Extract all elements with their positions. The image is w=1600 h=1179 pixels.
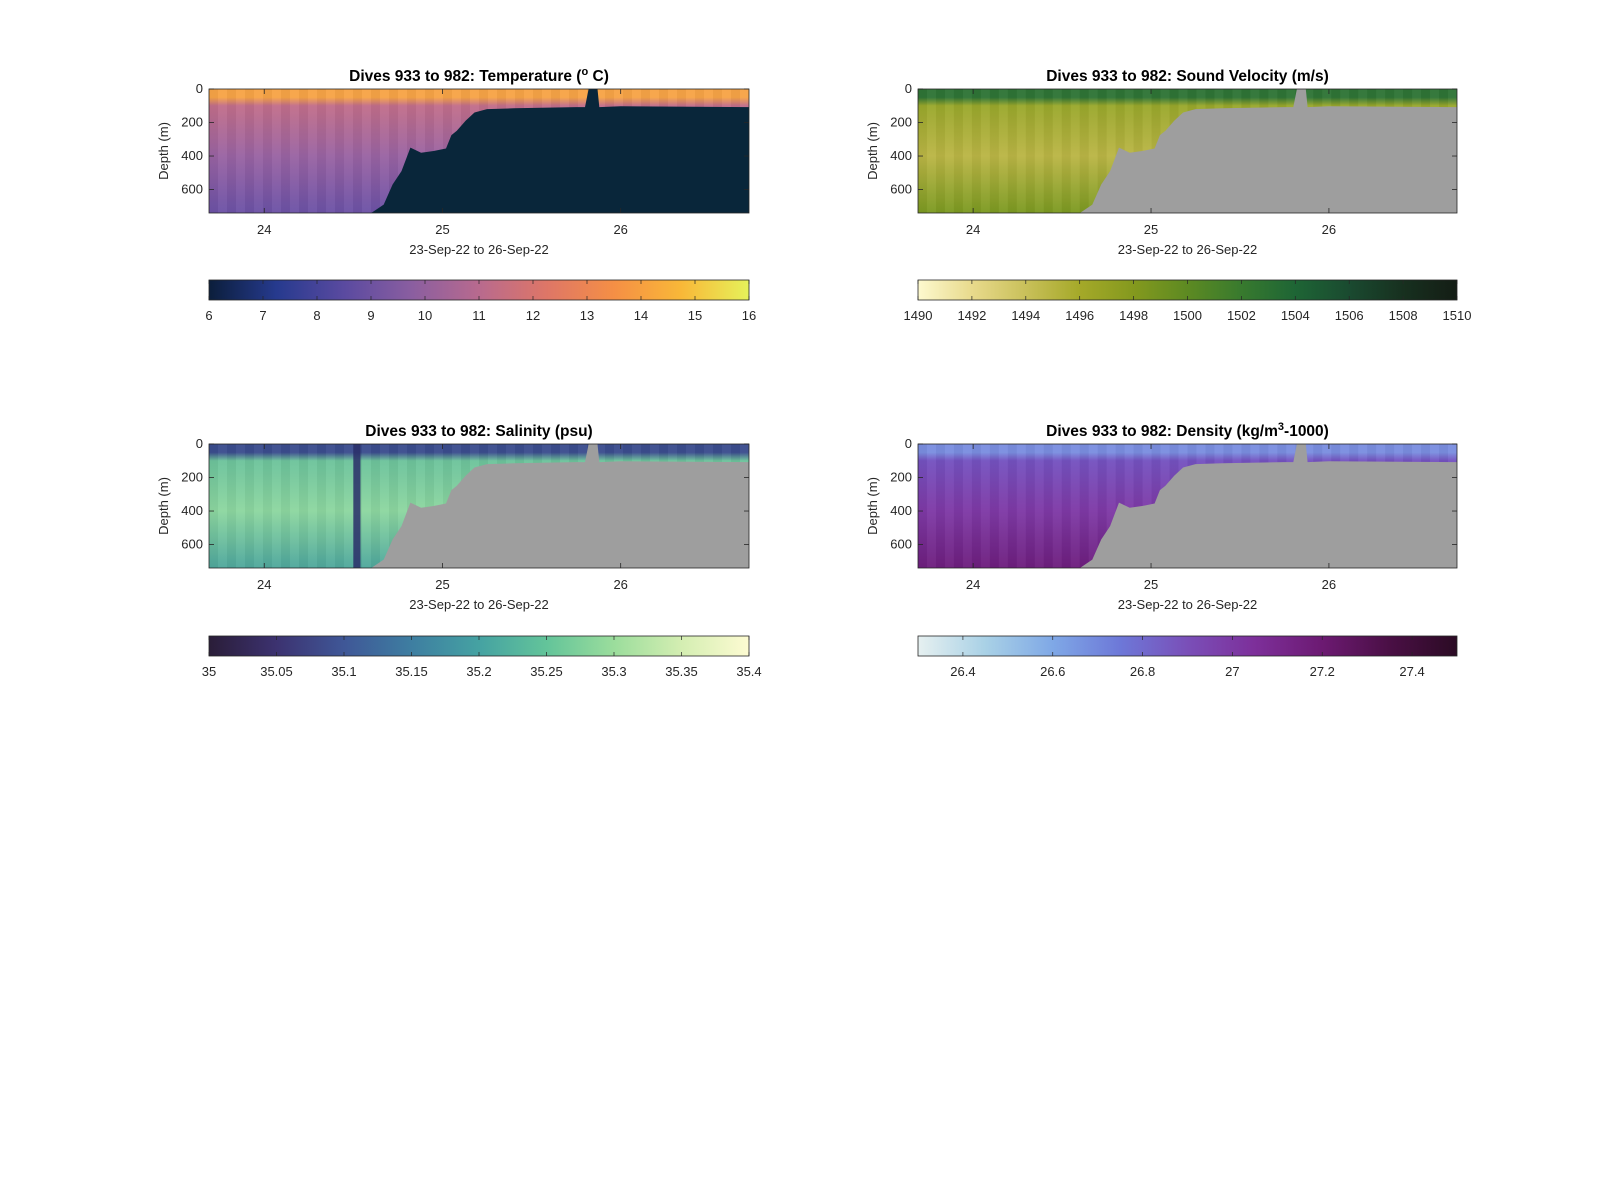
colorbar-tick-label: 10 [418, 308, 432, 323]
axes-frame [208, 443, 750, 569]
y-tick-label: 400 [890, 148, 912, 163]
y-tick-label: 0 [905, 81, 912, 96]
colorbar [917, 635, 1458, 657]
colorbar-tick-label: 27.2 [1310, 664, 1335, 679]
colorbar-tick-label: 35.1 [331, 664, 356, 679]
colorbar-tick-label: 35.2 [466, 664, 491, 679]
x-tick-label: 25 [435, 222, 449, 237]
x-tick-label: 26 [1322, 222, 1336, 237]
x-axis-label: 23-Sep-22 to 26-Sep-22 [409, 597, 548, 612]
colorbar-tick-label: 35.35 [665, 664, 698, 679]
y-tick-label: 200 [890, 470, 912, 485]
x-tick-label: 25 [1144, 577, 1158, 592]
colorbar-tick-label: 1508 [1389, 308, 1418, 323]
colorbar-tick-label: 1492 [957, 308, 986, 323]
y-tick-label: 400 [890, 503, 912, 518]
y-tick-label: 200 [181, 115, 203, 130]
data-gap [353, 444, 361, 568]
colorbar-tick-label: 35.25 [530, 664, 563, 679]
colorbar-tick-label: 7 [259, 308, 266, 323]
colorbar-tick-label: 26.8 [1130, 664, 1155, 679]
colorbar-tick-label: 13 [580, 308, 594, 323]
colorbar-tick-label: 1498 [1119, 308, 1148, 323]
colorbar-tick-label: 35.4 [736, 664, 761, 679]
x-tick-label: 24 [966, 577, 980, 592]
axes-frame [917, 443, 1458, 569]
x-tick-label: 26 [613, 222, 627, 237]
y-axis-label: Depth (m) [865, 122, 880, 180]
plot-area [918, 444, 1457, 568]
chart-panel-4: 0 200 400 600 24 25 26 Dives 933 to 982: Densit… [865, 421, 1458, 679]
plot-area [209, 89, 749, 213]
colorbar-tick-label: 6 [205, 308, 212, 323]
y-tick-label: 600 [890, 537, 912, 552]
colorbar-tick-label: 26.4 [950, 664, 975, 679]
y-tick-label: 0 [196, 436, 203, 451]
y-axis-label: Depth (m) [156, 477, 171, 535]
colorbar-tick-label: 1504 [1281, 308, 1310, 323]
missing-data-region [918, 89, 1457, 213]
chart-title: Dives 933 to 982: Sound Velocity (m/s) [1046, 68, 1329, 85]
chart-title: Dives 933 to 982: Salinity (psu) [365, 423, 592, 440]
plot-area [918, 89, 1457, 213]
colorbar-tick-label: 1506 [1335, 308, 1364, 323]
colorbar-tick-label: 9 [367, 308, 374, 323]
colorbar-tick-label: 1494 [1011, 308, 1040, 323]
x-axis-label: 23-Sep-22 to 26-Sep-22 [1118, 242, 1257, 257]
colorbar-tick-label: 15 [688, 308, 702, 323]
x-tick-label: 24 [257, 222, 271, 237]
colorbar-tick-label: 1502 [1227, 308, 1256, 323]
colorbar-tick-label: 1500 [1173, 308, 1202, 323]
colorbar-tick-label: 1496 [1065, 308, 1094, 323]
y-tick-label: 200 [890, 115, 912, 130]
colorbar-tick-label: 35 [202, 664, 216, 679]
missing-data-region [209, 89, 749, 213]
y-tick-label: 600 [181, 537, 203, 552]
chart-panel-2: 0 200 400 600 24 25 26 Dives 933 to 982: Sound … [865, 68, 1471, 323]
y-tick-label: 400 [181, 503, 203, 518]
plot-area [209, 444, 749, 568]
colorbar-tick-label: 11 [472, 308, 486, 323]
chart-panel-1: 0 200 400 600 24 25 26 Dives 933 to 982: Temper… [156, 66, 756, 323]
axes-frame [208, 88, 750, 214]
x-tick-label: 26 [613, 577, 627, 592]
y-tick-label: 400 [181, 148, 203, 163]
y-tick-label: 0 [905, 436, 912, 451]
y-tick-label: 200 [181, 470, 203, 485]
x-tick-label: 25 [1144, 222, 1158, 237]
colorbar-tick-label: 16 [742, 308, 756, 323]
y-tick-label: 0 [196, 81, 203, 96]
x-tick-label: 24 [257, 577, 271, 592]
missing-data-region [918, 444, 1457, 568]
x-axis-label: 23-Sep-22 to 26-Sep-22 [1118, 597, 1257, 612]
y-axis-label: Depth (m) [865, 477, 880, 535]
colorbar-tick-label: 14 [634, 308, 648, 323]
colorbar-tick-label: 27 [1225, 664, 1239, 679]
chart-panel-3: 0 200 400 600 24 25 26 Dives 933 to 982: Salini… [156, 423, 762, 679]
y-axis-label: Depth (m) [156, 122, 171, 180]
chart-title: Dives 933 to 982: Temperature (o C) [349, 66, 609, 85]
colorbar-tick-label: 1510 [1443, 308, 1472, 323]
colorbar-tick-label: 27.4 [1399, 664, 1424, 679]
colorbar-tick-label: 35.3 [601, 664, 626, 679]
y-tick-label: 600 [181, 182, 203, 197]
x-tick-label: 26 [1322, 577, 1336, 592]
colorbar-tick-label: 12 [526, 308, 540, 323]
missing-data-region [209, 444, 749, 568]
x-tick-label: 24 [966, 222, 980, 237]
colorbar-tick-label: 35.05 [260, 664, 293, 679]
x-tick-label: 25 [435, 577, 449, 592]
colorbar-tick-label: 1490 [904, 308, 933, 323]
colorbar-tick-label: 35.15 [395, 664, 428, 679]
axes-frame [917, 88, 1458, 214]
x-axis-label: 23-Sep-22 to 26-Sep-22 [409, 242, 548, 257]
y-tick-label: 600 [890, 182, 912, 197]
chart-title: Dives 933 to 982: Density (kg/m3-1000) [1046, 421, 1329, 440]
colorbar-tick-label: 8 [313, 308, 320, 323]
colorbar-tick-label: 26.6 [1040, 664, 1065, 679]
